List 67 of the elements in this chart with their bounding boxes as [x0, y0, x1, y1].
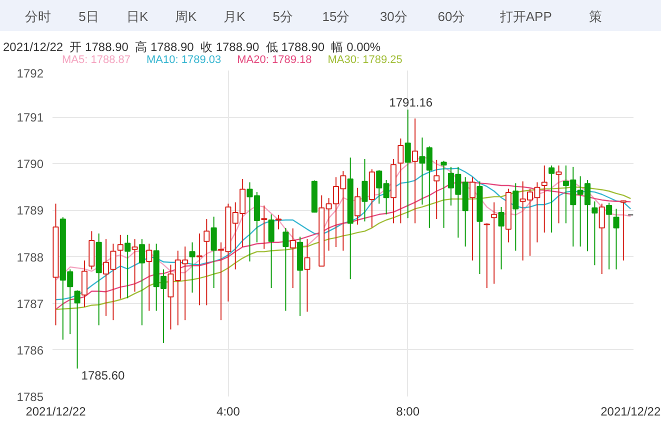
candlestick — [412, 118, 418, 224]
text: MA20: 1789.18 — [237, 54, 312, 66]
candlestick — [362, 158, 368, 222]
candlestick — [196, 233, 202, 306]
candlestick — [484, 222, 490, 288]
candlestick — [613, 208, 620, 270]
candlestick — [440, 160, 447, 228]
candlestick — [548, 165, 555, 234]
candlestick — [556, 165, 562, 224]
candlestick — [598, 203, 605, 275]
candlestick — [606, 202, 612, 270]
text: 30分 — [380, 8, 408, 26]
y-tick-label: 1787 — [16, 296, 44, 311]
y-tick-label: 1785 — [16, 390, 44, 404]
candlestick — [74, 290, 80, 370]
candlestick — [146, 243, 152, 312]
candlestick — [117, 234, 124, 300]
candlestick — [138, 238, 145, 326]
candlestick — [512, 182, 519, 252]
candlestick — [434, 159, 440, 220]
candlestick — [210, 216, 217, 288]
text: MA5: 1788.87 — [62, 54, 130, 66]
y-tick-label: 1786 — [16, 343, 44, 358]
candlestick — [132, 238, 138, 292]
candlestick — [592, 200, 598, 266]
x-tick-label: 4:00 — [216, 404, 240, 418]
x-tick-label: 8:00 — [396, 404, 420, 418]
candlestick — [189, 242, 196, 294]
annotation: 1791.16 — [389, 96, 433, 110]
y-tick-label: 1788 — [16, 250, 44, 264]
y-tick-label: 1791 — [16, 110, 44, 125]
y-tick-label: 1789 — [16, 204, 44, 218]
candlestick — [81, 260, 88, 308]
x-tick-label: 2021/12/22 — [26, 404, 86, 418]
text: 月K — [223, 8, 246, 26]
candlestick — [620, 200, 626, 262]
y-tick-label: 1790 — [16, 157, 44, 172]
candlestick — [491, 202, 498, 284]
candlestick — [470, 176, 476, 262]
candlestick — [304, 238, 310, 312]
candlestick — [498, 206, 504, 270]
x-tick-label: 2021/12/22 — [600, 404, 661, 418]
annotation: 1785.60 — [81, 368, 125, 383]
text: 15分 — [322, 8, 350, 26]
y-tick-label: 1792 — [16, 66, 44, 80]
text: 5日 — [78, 8, 99, 26]
text: 打开APP — [500, 8, 552, 26]
candlestick — [282, 227, 289, 312]
text: 策 — [589, 8, 602, 26]
candlestick — [204, 218, 210, 306]
text: MA10: 1789.03 — [146, 54, 222, 66]
candlestick — [290, 228, 296, 288]
candlestick — [398, 138, 404, 224]
text: 分时 — [24, 8, 51, 26]
candlestick — [261, 205, 268, 250]
candlestick — [404, 109, 411, 219]
text: 日K — [126, 8, 148, 26]
candlestick — [354, 187, 361, 226]
text: 60分 — [438, 8, 466, 26]
chart-title: 2021/12/22 开 1788.90 高 1788.90 收 1788.90 低 1788.90 幅 0.00% — [3, 39, 381, 55]
candlestick — [268, 214, 274, 288]
text: 5分 — [272, 8, 294, 26]
candlestick — [124, 234, 131, 299]
candlestick — [275, 214, 282, 230]
text: MA30: 1789.25 — [328, 54, 402, 66]
text: 周K — [174, 8, 197, 26]
candlestick — [541, 165, 548, 234]
